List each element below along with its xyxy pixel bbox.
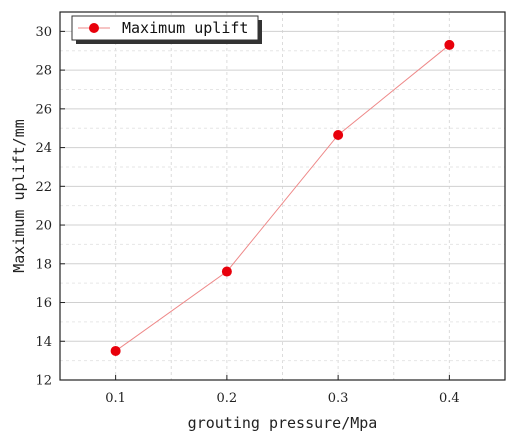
x-tick-label: 0.4 xyxy=(439,391,460,406)
x-tick-label: 0.1 xyxy=(105,391,126,406)
plot-frame xyxy=(59,11,506,381)
axis-ticks: 0.1 0.2 0.3 0.4 12 14 16 18 20 22 24 26 28 30 xyxy=(35,25,459,406)
series-line xyxy=(115,44,450,352)
data-point xyxy=(221,266,232,277)
y-tick-label: 24 xyxy=(35,141,52,156)
data-point xyxy=(110,345,121,356)
y-axis-title: Maximum uplift/mm xyxy=(10,119,28,273)
legend-label: Maximum uplift xyxy=(122,19,248,37)
y-tick-label: 12 xyxy=(35,374,52,389)
y-tick-label: 18 xyxy=(35,257,52,272)
x-tick-label: 0.3 xyxy=(328,391,349,406)
legend-marker xyxy=(89,23,99,33)
x-tick-label: 0.2 xyxy=(217,391,238,406)
x-axis-title: grouting pressure/Mpa xyxy=(188,414,378,432)
y-tick-label: 22 xyxy=(35,180,52,195)
series-layer xyxy=(110,39,455,356)
y-tick-label: 26 xyxy=(35,102,52,117)
y-tick-label: 30 xyxy=(35,25,52,40)
grid xyxy=(60,12,505,380)
data-point xyxy=(444,39,455,50)
y-tick-label: 14 xyxy=(35,335,52,350)
y-tick-label: 16 xyxy=(35,296,52,311)
legend: Maximum uplift xyxy=(71,15,262,44)
y-tick-label: 20 xyxy=(35,219,52,234)
y-tick-label: 28 xyxy=(35,64,52,79)
data-point xyxy=(333,129,344,140)
